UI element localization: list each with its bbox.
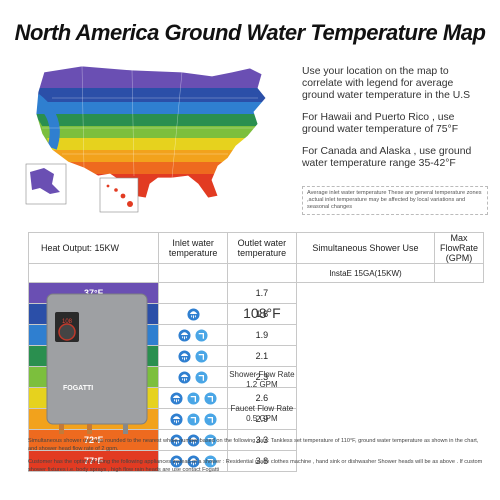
alaska-shape bbox=[30, 168, 60, 194]
shower-icons bbox=[158, 429, 228, 451]
faucet-icon bbox=[195, 349, 208, 363]
faucet-flow-rate: Faucet Flow Rate 0.5 GPM bbox=[230, 404, 294, 423]
ground-water-map bbox=[25, 65, 267, 213]
flow-header: Max FlowRate (GPM) bbox=[434, 232, 484, 264]
shower-icon bbox=[170, 412, 183, 426]
shower-icons bbox=[158, 345, 228, 367]
faucet-icon bbox=[204, 412, 217, 426]
shower-icons bbox=[158, 366, 228, 388]
shower-header: Simultaneous Shower Use bbox=[295, 232, 436, 264]
shower-icon bbox=[187, 454, 200, 468]
max-flow-rate: 1.7 bbox=[227, 282, 297, 304]
footnote-1: Simultaneous shower use was rounded to t… bbox=[28, 438, 479, 452]
shower-icon bbox=[170, 454, 183, 468]
zone-67 bbox=[36, 150, 266, 164]
shower-icons bbox=[158, 408, 228, 430]
footnote-2: Customer has the option of using the fol… bbox=[28, 459, 483, 473]
knob-icon bbox=[58, 323, 76, 341]
display-readout: 108 bbox=[62, 319, 73, 325]
shower-icon bbox=[187, 433, 200, 447]
zone-72 bbox=[36, 162, 266, 176]
info-us: Use your location on the map to correlat… bbox=[302, 66, 471, 101]
heat-output-header: Heat Output: 15KW bbox=[27, 232, 160, 264]
table-row: 72°F 3.3 bbox=[27, 429, 484, 451]
info-panel: Use your location on the map to correlat… bbox=[302, 66, 488, 180]
heater-cell: 108 FOGATTI bbox=[27, 263, 160, 434]
zone-62 bbox=[36, 138, 266, 152]
shower-icons bbox=[158, 303, 228, 325]
info-canada: For Canada and Alaska , use ground water… bbox=[302, 146, 472, 169]
shower-icons bbox=[158, 282, 228, 304]
shower-flow-rate: Shower Flow Rate 1.2 GPM bbox=[229, 370, 295, 389]
outlet-header: Outlet water temperature bbox=[227, 232, 297, 264]
shower-icon bbox=[178, 349, 191, 363]
faucet-icon bbox=[195, 328, 208, 342]
outlet-cell: 108°F Shower Flow Rate 1.2 GPM Faucet Fl… bbox=[227, 263, 297, 423]
shower-icon bbox=[170, 391, 183, 405]
brand-logo: FOGATTI bbox=[63, 385, 93, 392]
inlet-temp: 77°F bbox=[27, 450, 160, 472]
info-hawaii: For Hawaii and Puerto Rico , use ground … bbox=[302, 112, 459, 135]
table-row: 77°F 3.8 bbox=[27, 450, 484, 472]
water-heater-image: 108 FOGATTI bbox=[46, 293, 148, 434]
zone-47 bbox=[36, 102, 266, 116]
inlet-temp: 72°F bbox=[27, 429, 160, 451]
zone-42 bbox=[36, 88, 266, 104]
max-flow-rate: 3.8 bbox=[227, 450, 297, 472]
shower-icon bbox=[187, 307, 200, 321]
zone-57 bbox=[36, 126, 266, 140]
flow-rate-table: Heat Output: 15KW Inlet water temperatur… bbox=[27, 232, 484, 472]
max-flow-rate: 1.9 bbox=[227, 324, 297, 346]
faucet-icon bbox=[187, 391, 200, 405]
faucet-icon bbox=[204, 454, 217, 468]
faucet-icon bbox=[204, 391, 217, 405]
shower-icons bbox=[158, 450, 228, 472]
outlet-temp: 108°F bbox=[243, 305, 281, 321]
shower-icons bbox=[158, 387, 228, 409]
hawaii-inset bbox=[99, 177, 139, 213]
inlet-header: Inlet water temperature bbox=[158, 232, 228, 264]
model-name: InstaE 15GA(15KW) bbox=[295, 263, 436, 283]
shower-icon bbox=[170, 433, 183, 447]
faucet-icon bbox=[187, 412, 200, 426]
shower-icon bbox=[178, 370, 191, 384]
footnotes: Simultaneous shower use was rounded to t… bbox=[28, 438, 484, 480]
max-flow-rate: 2.1 bbox=[227, 345, 297, 367]
shower-icon bbox=[178, 328, 191, 342]
faucet-icon bbox=[204, 433, 217, 447]
zone-52 bbox=[36, 114, 266, 128]
legend-note: Average inlet water temperature These ar… bbox=[302, 186, 488, 215]
page-title: North America Ground Water Temperature M… bbox=[14, 20, 486, 45]
faucet-icon bbox=[195, 370, 208, 384]
shower-icons bbox=[158, 324, 228, 346]
